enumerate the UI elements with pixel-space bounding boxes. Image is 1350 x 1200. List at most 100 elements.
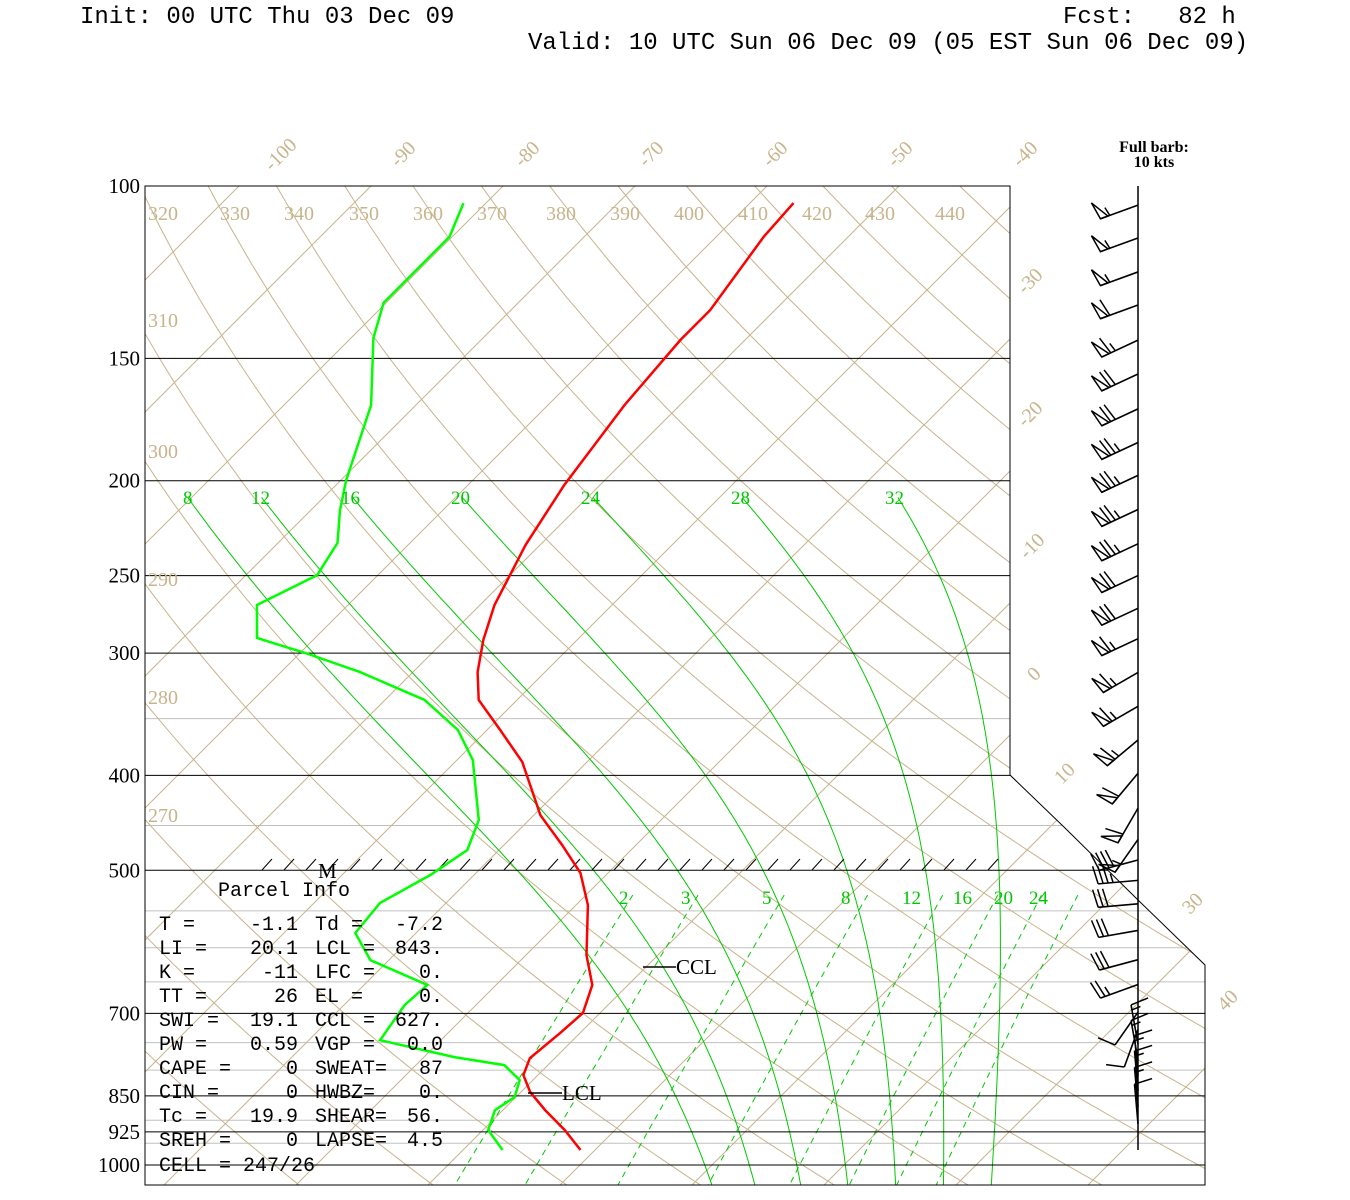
wind-barb: [1090, 504, 1139, 528]
barb-full: [1098, 337, 1112, 354]
theta-label: 420: [802, 203, 832, 225]
wind-barb: [1090, 918, 1139, 939]
barb-pennant: [1096, 793, 1119, 805]
dry-adiabat: [617, 186, 1205, 1185]
barb-pennant: [1093, 753, 1115, 767]
barb-shaft: [1099, 958, 1139, 971]
moist-adiabat: [592, 497, 897, 1185]
dry-adiabat: [145, 186, 574, 1185]
theta-label: 310: [148, 310, 178, 332]
valid-time: Valid: 10 UTC Sun 06 Dec 09 (05 EST Sun …: [528, 30, 1249, 57]
barb-legend-line1: Full barb:: [1119, 139, 1189, 156]
hash-mark: [459, 858, 471, 871]
wind-barb: [1090, 539, 1139, 562]
mixing-ratio-line: [614, 894, 785, 1185]
isotherm-label: -60: [758, 137, 792, 171]
barb-full: [1098, 573, 1112, 589]
dry-adiabat: [145, 186, 843, 1185]
ccl-label: CCL: [676, 955, 717, 979]
moist-adiabat: [352, 497, 803, 1185]
theta-label: 370: [477, 203, 507, 225]
barb-pennant: [1090, 609, 1111, 627]
dry-adiabat: [145, 186, 709, 1185]
barb-half: [1113, 544, 1121, 553]
parcel-label: K =: [159, 962, 195, 985]
barb-shaft: [1133, 1084, 1139, 1125]
mixing-ratio-line: [846, 894, 999, 1185]
pressure-tick-label: 100: [109, 174, 141, 198]
barb-half: [1109, 342, 1116, 352]
theta-label: 330: [220, 203, 250, 225]
parcel-value: 19.9: [250, 1106, 298, 1129]
theta-label: 290: [148, 569, 178, 591]
hash-mark: [415, 858, 427, 871]
barb-half: [1134, 1037, 1144, 1042]
pressure-tick-label: 500: [109, 858, 141, 882]
moist-adiabat: [187, 497, 714, 1185]
barb-full: [1096, 889, 1104, 908]
barb-full: [1099, 950, 1110, 968]
wind-barb: [1133, 1077, 1153, 1125]
parcel-value: 56.: [407, 1106, 443, 1129]
hash-mark: [833, 858, 845, 871]
parcel-label: SREH =: [159, 1130, 231, 1153]
barb-full: [1099, 673, 1113, 689]
mixing-ratio-label: 24: [1029, 888, 1049, 909]
barb-half: [1104, 274, 1111, 283]
moist-adiabat: [461, 497, 849, 1185]
dewpoint-profile: [255, 202, 522, 1151]
barb-half: [1111, 749, 1120, 757]
mixing-ratio-label: 5: [762, 888, 772, 909]
hash-mark: [503, 858, 515, 871]
barb-half: [1134, 1052, 1144, 1057]
parcel-value: 0.59: [250, 1034, 298, 1057]
hash-mark: [305, 858, 317, 871]
barb-full: [1098, 440, 1112, 456]
forecast-hour: Fcst: 82 h: [1063, 4, 1236, 31]
parcel-value: 627.: [395, 1010, 443, 1033]
barb-full: [1105, 827, 1124, 835]
wind-barb: [1090, 269, 1139, 287]
isotherm: [145, 186, 372, 1185]
hash-mark: [767, 858, 779, 871]
wind-barb: [1090, 299, 1139, 320]
isotherm-label: -40: [1008, 137, 1042, 171]
barb-half: [1131, 1005, 1141, 1011]
barb-pennant: [1090, 443, 1111, 461]
wind-barb: [1091, 888, 1139, 909]
isotherm: [690, 186, 1205, 1185]
isotherm-label: -100: [260, 134, 301, 175]
barb-half: [1104, 986, 1111, 996]
parcel-label: SHEAR=: [315, 1106, 387, 1129]
parcel-label: EL =: [315, 986, 363, 1009]
dry-adiabat: [145, 186, 1205, 1185]
theta-label: 350: [349, 203, 379, 225]
wind-barb: [1093, 739, 1139, 767]
isotherm: [0, 186, 107, 1186]
isotherm-label: -10: [1015, 529, 1049, 563]
pressure-tick-label: 1000: [98, 1153, 140, 1177]
barb-shaft: [1098, 929, 1139, 939]
moist-adiabat-label: 28: [731, 488, 750, 509]
hash-mark: [525, 858, 537, 871]
theta-label: 390: [610, 203, 640, 225]
barb-shaft: [1099, 859, 1139, 872]
parcel-value: 19.1: [250, 1010, 298, 1033]
pressure-tick-label: 700: [109, 1001, 141, 1025]
parcel-label: LI =: [159, 938, 207, 961]
theta-label: 380: [546, 203, 576, 225]
parcel-value: 4.5: [407, 1130, 443, 1153]
parcel-info: Parcel Info T = -1.1 Td = -7.2 LI = 20.1 LCL =…: [159, 880, 443, 1178]
barb-full: [1101, 888, 1109, 907]
mixing-ratio-label: 20: [994, 888, 1013, 909]
parcel-label: CAPE =: [159, 1058, 231, 1081]
barb-pennant: [1090, 545, 1111, 562]
temperature-profile: [476, 202, 795, 1151]
barb-shaft: [1098, 879, 1139, 885]
isotherm: [822, 186, 1205, 1185]
parcel-value: 20.1: [250, 938, 298, 961]
parcel-value: -1.1: [250, 914, 298, 937]
isotherm: [145, 186, 768, 1185]
barb-full: [1090, 920, 1100, 938]
barb-pennant: [1090, 269, 1110, 287]
